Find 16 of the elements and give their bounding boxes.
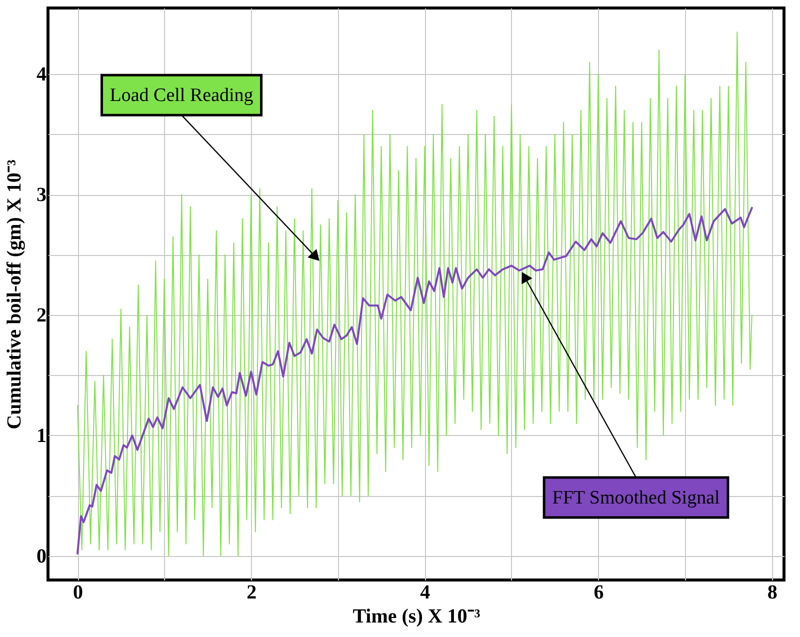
x-tick-label: 6 [594, 582, 604, 604]
y-tick-label: 1 [36, 424, 46, 447]
line-series [77, 32, 752, 556]
line-series [76, 206, 753, 555]
x-tick-label: 8 [767, 582, 778, 604]
annotation: Load Cell Reading [110, 85, 254, 106]
annotation: FFT Smoothed Signal [552, 488, 720, 509]
y-tick-label: 3 [36, 184, 46, 206]
y-axis-title: Cumulative boil-off (gm) X 10⁻³ [4, 160, 26, 430]
y-tick-label: 2 [36, 304, 46, 327]
y-tick-label: 4 [36, 64, 46, 86]
x-tick-label: 4 [420, 582, 430, 604]
x-axis-title: Time (s) X 10⁻³ [352, 606, 480, 628]
x-tick-label: 2 [246, 582, 257, 604]
x-tick-label: 0 [73, 582, 84, 604]
y-tick-label: 0 [36, 545, 46, 568]
